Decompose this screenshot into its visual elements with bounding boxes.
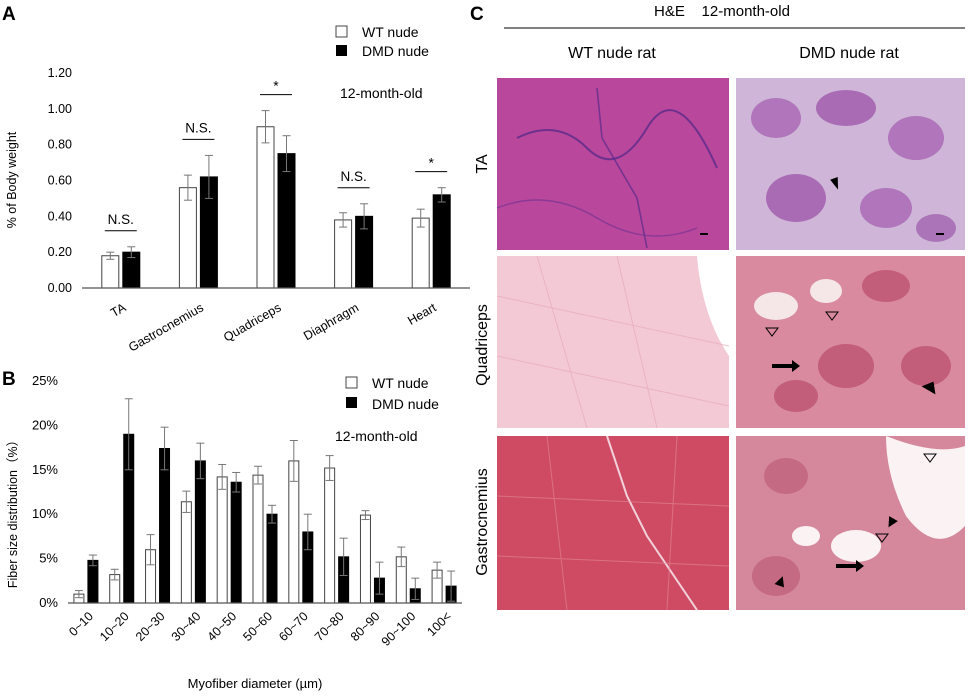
- significance-label: N.S.: [185, 120, 211, 135]
- chart-b-xlabel: Myofiber diameter (µm): [188, 676, 323, 691]
- bar: [324, 467, 336, 604]
- histology-dmd-gastrocnemius: [736, 436, 965, 610]
- significance-label: *: [273, 78, 279, 94]
- x-tick-label: 70~80: [312, 609, 347, 644]
- chart-b-annotation: 12-month-old: [335, 428, 418, 444]
- significance-label: N.S.: [108, 212, 134, 227]
- x-tick-label: Quadriceps: [221, 300, 283, 344]
- x-tick-label: 30~40: [169, 609, 204, 644]
- panel-c-row-label-quadriceps: Quadriceps: [474, 304, 491, 386]
- bar: [194, 460, 206, 604]
- y-tick-label: 0.60: [48, 174, 72, 188]
- chart-a-annotation: 12-month-old: [340, 85, 423, 101]
- chart-a-ylabel: % of Body weight: [5, 131, 19, 228]
- panel-c-col-label-dmd: DMD nude rat: [799, 45, 899, 62]
- panel-c-col-label-wt: WT nude rat: [568, 45, 656, 62]
- y-tick-label: 0.20: [48, 245, 72, 259]
- y-tick-label: 0.00: [48, 281, 72, 295]
- x-tick-label: 60~70: [276, 609, 311, 644]
- chart-b-bars: 0% 5% 10% 15% 20% 25% 0~10 10~20 20~30 30~40 40~50…: [32, 373, 457, 649]
- bar: [230, 481, 242, 604]
- bar: [359, 514, 371, 604]
- chart-b-legend-wt-swatch: [345, 376, 358, 389]
- x-tick-label: Gastrocnemius: [126, 300, 206, 354]
- chart-b-legend: WT nude DMD nude: [345, 375, 439, 412]
- x-tick-label: 90~100: [379, 609, 419, 649]
- y-tick-label: 25%: [32, 373, 58, 388]
- chart-b-ylabel: Fiber size distribution（%）: [6, 434, 20, 588]
- bar: [432, 194, 451, 289]
- panel-a-letter: A: [2, 4, 16, 25]
- y-tick-label: 0%: [39, 595, 58, 610]
- panel-c-row-label-ta: TA: [474, 154, 491, 174]
- bar: [334, 219, 353, 289]
- bar: [252, 474, 264, 604]
- chart-a-legend-wt-label: WT nude: [362, 24, 419, 40]
- bar: [216, 476, 228, 604]
- histology-dmd-quadriceps: [736, 256, 965, 428]
- bar: [266, 513, 278, 604]
- y-tick-label: 0.40: [48, 209, 72, 223]
- histology-dmd-ta: [736, 78, 965, 250]
- chart-a-legend-dmd-label: DMD nude: [362, 43, 429, 59]
- bar: [101, 255, 120, 289]
- x-tick-label: Heart: [405, 300, 439, 328]
- chart-a-legend: WT nude DMD nude: [335, 24, 429, 59]
- y-tick-label: 0.80: [48, 138, 72, 152]
- bar: [411, 217, 430, 289]
- chart-b-legend-wt-label: WT nude: [372, 375, 429, 391]
- panel-c-letter: C: [470, 4, 484, 25]
- x-tick-label: Diaphragm: [301, 300, 361, 343]
- x-tick-label: 0~10: [66, 609, 96, 639]
- histology-wt-gastrocnemius: [497, 436, 729, 610]
- y-tick-label: 1.20: [48, 66, 72, 80]
- panel-c-header: H&E 12-month-old: [654, 3, 790, 20]
- y-tick-label: 5%: [39, 551, 58, 566]
- x-tick-label: TA: [108, 300, 129, 320]
- bar: [277, 153, 296, 289]
- x-tick-label: 40~50: [205, 609, 240, 644]
- histology-wt-ta: [497, 78, 729, 250]
- x-tick-label: 20~30: [133, 609, 168, 644]
- significance-label: N.S.: [340, 169, 366, 184]
- bar: [87, 559, 99, 604]
- panel-c-row-label-gastrocnemius: Gastrocnemius: [474, 468, 491, 576]
- histology-wt-quadriceps: [497, 256, 729, 428]
- panel-c: H&E 12-month-old WT nude rat DMD nude ra…: [474, 3, 965, 576]
- chart-a-legend-wt-swatch: [335, 25, 348, 38]
- chart-b: 0% 5% 10% 15% 20% 25% 0~10 10~20 20~30 30~40 40~50…: [6, 373, 462, 691]
- chart-a-legend-dmd-swatch: [336, 45, 347, 56]
- x-tick-label: 80~90: [348, 609, 383, 644]
- chart-a: 0.00 0.20 0.40 0.60 0.80 1.00 1.20 TA N.S. Gastro…: [5, 24, 470, 355]
- x-tick-label: 10~20: [97, 609, 132, 644]
- bar: [180, 501, 192, 604]
- chart-b-legend-dmd-label: DMD nude: [372, 396, 439, 412]
- panel-b-letter: B: [2, 369, 16, 390]
- y-tick-label: 20%: [32, 417, 58, 432]
- bar: [159, 447, 171, 604]
- y-tick-label: 15%: [32, 462, 58, 477]
- x-tick-label: 100<: [424, 609, 454, 639]
- chart-a-bars: 0.00 0.20 0.40 0.60 0.80 1.00 1.20 TA N.S. Gastro…: [48, 66, 451, 355]
- bar: [256, 126, 275, 289]
- y-tick-label: 1.00: [48, 102, 72, 116]
- chart-b-legend-dmd-swatch: [346, 397, 357, 408]
- significance-label: *: [428, 155, 434, 171]
- x-tick-label: 50~60: [240, 609, 275, 644]
- y-tick-label: 10%: [32, 506, 58, 521]
- bar: [288, 460, 300, 604]
- bar: [178, 187, 197, 289]
